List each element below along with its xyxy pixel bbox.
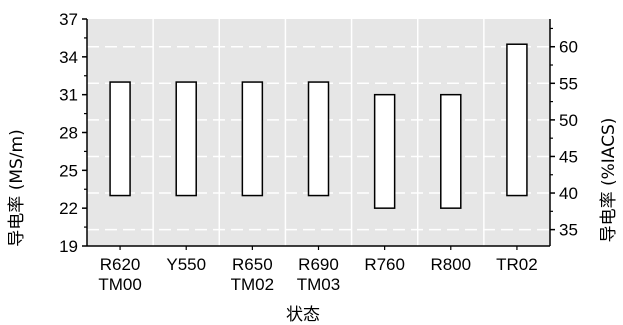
left-tick-label: 34 <box>59 48 78 67</box>
right-tick-label: 45 <box>559 147 578 166</box>
category-label: TR02 <box>496 255 538 274</box>
range-bar <box>440 93 462 209</box>
left-tick-label: 28 <box>59 124 78 143</box>
range-bar <box>307 81 330 197</box>
right-tick-label: 40 <box>559 184 578 203</box>
vertical-gridlines <box>152 19 485 246</box>
left-axis-ticks: 19 22 25 28 31 34 37 <box>59 10 87 256</box>
bars <box>109 43 528 209</box>
category-label: Y550 <box>166 255 206 274</box>
x-axis-title: 状态 <box>286 305 320 325</box>
left-tick-label: 31 <box>59 86 78 105</box>
left-tick-label: 25 <box>59 161 78 180</box>
left-axis-title: 导电率 (MS/m) <box>7 129 27 246</box>
right-tick-label: 35 <box>559 221 578 240</box>
category-label: R760 <box>364 255 405 274</box>
left-tick-label: 19 <box>59 237 78 256</box>
category-label: TM02 <box>231 275 274 294</box>
category-label: R620 <box>100 255 141 274</box>
left-tick-label: 22 <box>59 199 78 218</box>
range-bar <box>373 93 396 209</box>
right-tick-label: 60 <box>559 38 578 57</box>
category-label: R800 <box>430 255 471 274</box>
range-bar <box>175 81 197 197</box>
right-tick-label: 50 <box>559 111 578 130</box>
category-label: R650 <box>232 255 273 274</box>
range-bar <box>506 43 528 197</box>
horizontal-gridlines <box>87 45 550 231</box>
right-tick-label: 55 <box>559 74 578 93</box>
right-axis-title: 导电率 (%IACS) <box>599 118 619 243</box>
category-label: TM00 <box>98 275 141 294</box>
category-label: TM03 <box>297 275 340 294</box>
right-axis-ticks: 35 40 45 50 55 60 <box>550 27 578 240</box>
left-tick-label: 37 <box>59 10 78 29</box>
range-bar <box>109 81 131 197</box>
category-label: R690 <box>298 255 339 274</box>
range-bar <box>241 81 264 197</box>
